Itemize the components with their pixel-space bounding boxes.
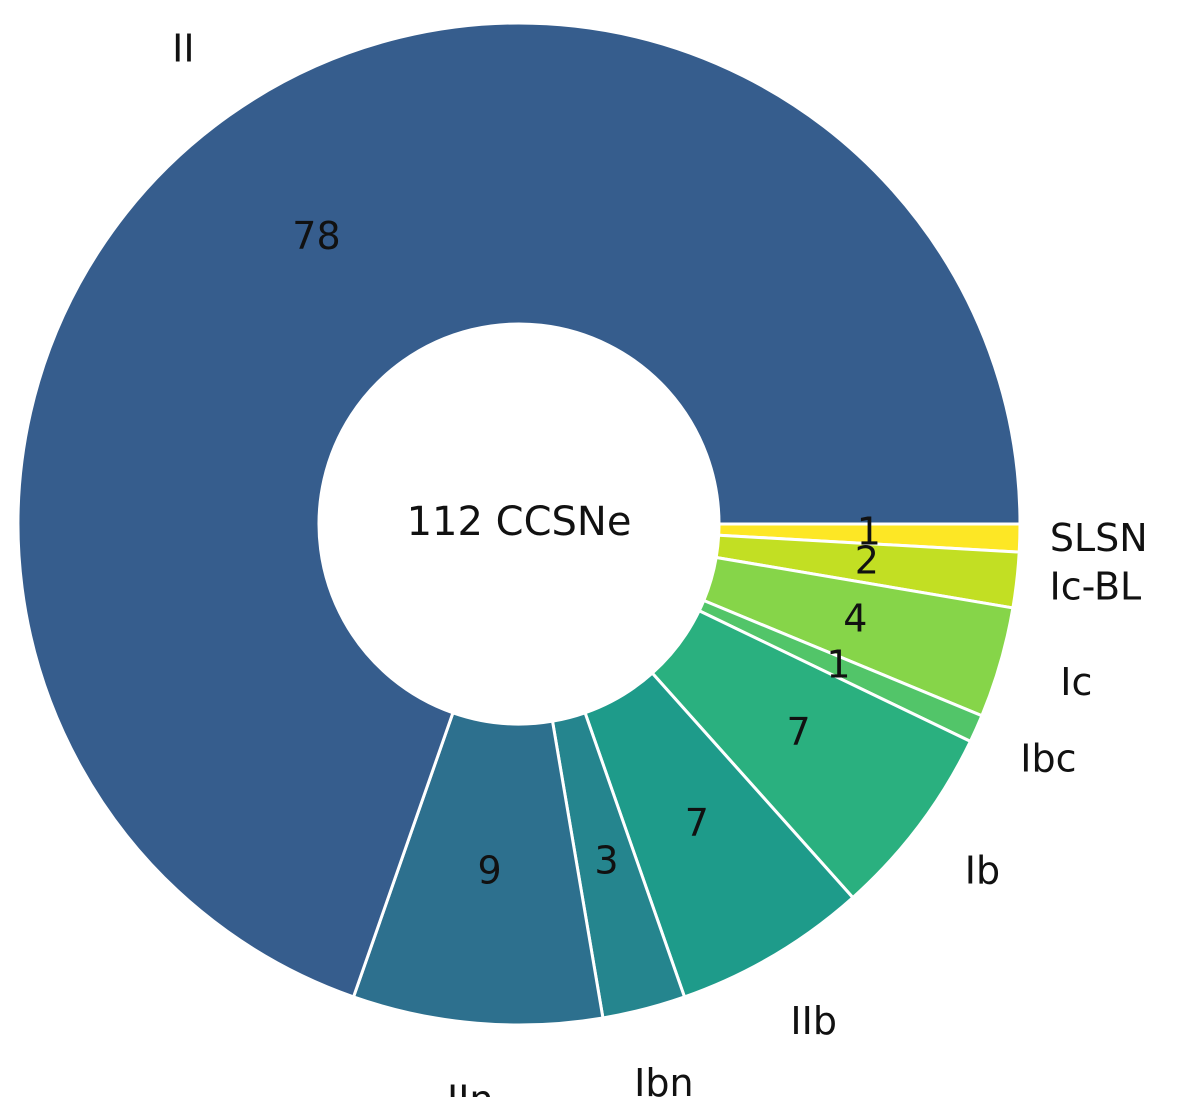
value-label-ii: 78: [292, 214, 340, 258]
category-label-iib: IIb: [790, 999, 837, 1043]
value-label-iib: 7: [685, 801, 709, 845]
category-label-slsn: SLSN: [1050, 516, 1148, 560]
category-label-ib: Ib: [965, 848, 1000, 892]
value-label-ic: 4: [843, 596, 867, 640]
value-label-iin: 9: [477, 848, 501, 892]
category-label-iin: IIn: [447, 1077, 494, 1097]
value-label-ibc: 1: [826, 642, 850, 686]
value-label-slsn: 1: [857, 509, 881, 553]
value-label-ic-bl: 2: [855, 539, 879, 583]
category-label-ic-bl: Ic-BL: [1050, 564, 1142, 608]
value-label-ibn: 3: [594, 838, 618, 882]
category-label-ibc: Ibc: [1020, 736, 1076, 780]
category-label-ic: Ic: [1060, 660, 1092, 704]
center-label: 112 CCSNe: [407, 499, 632, 545]
value-label-ib: 7: [787, 710, 811, 754]
slices: [16, 21, 1022, 1027]
slice-iin: [351, 710, 605, 1027]
slice-ii: [16, 21, 1022, 999]
category-label-ibn: Ibn: [634, 1061, 693, 1097]
category-label-ii: II: [172, 26, 194, 70]
